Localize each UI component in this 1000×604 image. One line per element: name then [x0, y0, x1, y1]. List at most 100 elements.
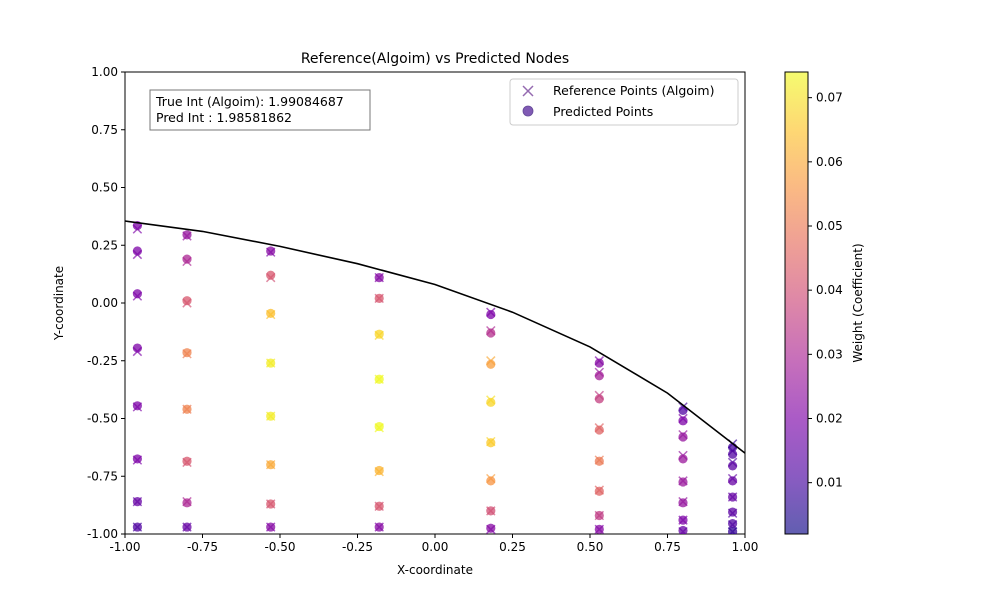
predicted-point [486, 397, 496, 407]
predicted-point [182, 456, 192, 466]
colorbar-tick-label: 0.02 [816, 412, 843, 426]
predicted-point [132, 454, 142, 464]
predicted-point [266, 270, 276, 280]
predicted-point [678, 525, 688, 534]
predicted-point [594, 524, 604, 534]
predicted-point [678, 416, 688, 426]
predicted-point [727, 492, 738, 502]
predicted-point [182, 404, 192, 414]
predicted-point [486, 438, 496, 448]
colorbar: 0.01 0.02 0.03 0.04 0.05 0.06 0.07 Weight (Coe… [784, 71, 865, 535]
predicted-point [678, 515, 688, 525]
integral-annotation: True Int (Algoim): 1.99084687 Pred Int :… [149, 89, 371, 131]
predicted-point [678, 405, 688, 416]
legend-box [509, 78, 739, 126]
predicted-point [266, 411, 276, 421]
predicted-point [727, 507, 738, 517]
plot-area: -1.00 -0.75 -0.50 -0.25 0.00 0.25 0.50 0.75 1.00… [87, 65, 758, 554]
predicted-point [594, 456, 604, 466]
predicted-point [266, 522, 276, 532]
annotation-pred-int: Pred Int : 1.98581862 [156, 110, 292, 125]
x-axis-label: X-coordinate [397, 563, 473, 577]
legend-label-predicted: Predicted Points [553, 104, 653, 119]
predicted-point [182, 348, 192, 358]
y-axis-label: Y-coordinate [52, 266, 66, 341]
colorbar-ticks: 0.01 0.02 0.03 0.04 0.05 0.06 0.07 [808, 91, 843, 490]
x-tick-label: -0.75 [187, 540, 218, 554]
predicted-point [727, 476, 738, 486]
predicted-point [132, 343, 142, 353]
points-layer [132, 221, 738, 534]
colorbar-label: Weight (Coefficient) [851, 243, 865, 362]
predicted-point [266, 246, 276, 256]
annotation-box [149, 89, 371, 131]
predicted-point [374, 501, 384, 511]
x-tick-label: 0.50 [577, 540, 604, 554]
predicted-point [678, 454, 688, 464]
predicted-point [486, 506, 496, 516]
predicted-point [374, 522, 384, 532]
colorbar-tick-label: 0.01 [816, 476, 843, 490]
predicted-point [266, 358, 276, 368]
predicted-point [486, 476, 496, 486]
x-tick-label: 1.00 [732, 540, 759, 554]
predicted-point [594, 486, 604, 496]
predicted-point [678, 432, 688, 442]
legend-marker-reference [522, 85, 534, 97]
predicted-point [727, 449, 738, 459]
predicted-point [374, 329, 384, 339]
y-tick-label: 0.25 [91, 238, 118, 252]
colorbar-tick-label: 0.03 [816, 347, 843, 361]
predicted-point [182, 522, 192, 532]
legend-label-reference: Reference Points (Algoim) [553, 83, 714, 98]
predicted-point [374, 421, 384, 432]
predicted-point [594, 358, 604, 368]
y-tick-label: 0.50 [91, 181, 118, 195]
y-axis: -1.00 -0.75 -0.50 -0.25 0.00 0.25 0.50 0.75 1.00 [87, 65, 125, 541]
predicted-point [132, 289, 142, 299]
predicted-point [678, 498, 688, 508]
predicted-point [266, 308, 276, 318]
predicted-point [132, 401, 142, 411]
y-tick-label: -0.75 [87, 469, 118, 483]
predicted-point [182, 498, 192, 508]
predicted-point [486, 309, 496, 320]
predicted-point [594, 394, 604, 404]
colorbar-tick-label: 0.05 [816, 219, 843, 233]
predicted-point [182, 254, 192, 264]
chart-title: Reference(Algoim) vs Predicted Nodes [301, 51, 569, 67]
predicted-point [594, 510, 604, 521]
predicted-point [486, 523, 496, 533]
predicted-point [728, 527, 738, 534]
y-tick-label: -1.00 [87, 527, 118, 541]
colorbar-tick-label: 0.07 [816, 91, 843, 105]
y-tick-label: 1.00 [91, 65, 118, 79]
x-axis: -1.00 -0.75 -0.50 -0.25 0.00 0.25 0.50 0.75 1.00 [109, 534, 758, 554]
colorbar-tick-label: 0.04 [816, 283, 843, 297]
y-tick-label: 0.75 [91, 123, 118, 137]
colorbar-gradient [785, 72, 808, 534]
x-tick-label: -0.25 [342, 540, 373, 554]
predicted-point [266, 460, 276, 470]
legend-marker-predicted [522, 105, 534, 117]
predicted-point [132, 246, 142, 256]
predicted-point [486, 359, 496, 369]
predicted-point [182, 296, 192, 306]
x-tick-label: 0.25 [499, 540, 526, 554]
predicted-point [132, 497, 142, 507]
predicted-point [727, 519, 738, 529]
x-tick-label: 0.75 [654, 540, 681, 554]
predicted-point [374, 465, 384, 476]
colorbar-tick-label: 0.06 [816, 155, 843, 169]
predicted-point [678, 477, 688, 487]
x-tick-label: -0.50 [264, 540, 295, 554]
legend: Reference Points (Algoim) Predicted Poin… [509, 78, 739, 126]
plot-frame [124, 71, 746, 535]
annotation-true-int: True Int (Algoim): 1.99084687 [155, 94, 344, 109]
predicted-point [374, 374, 384, 384]
predicted-point [727, 461, 738, 471]
x-tick-label: -1.00 [109, 540, 140, 554]
y-tick-label: -0.25 [87, 354, 118, 368]
